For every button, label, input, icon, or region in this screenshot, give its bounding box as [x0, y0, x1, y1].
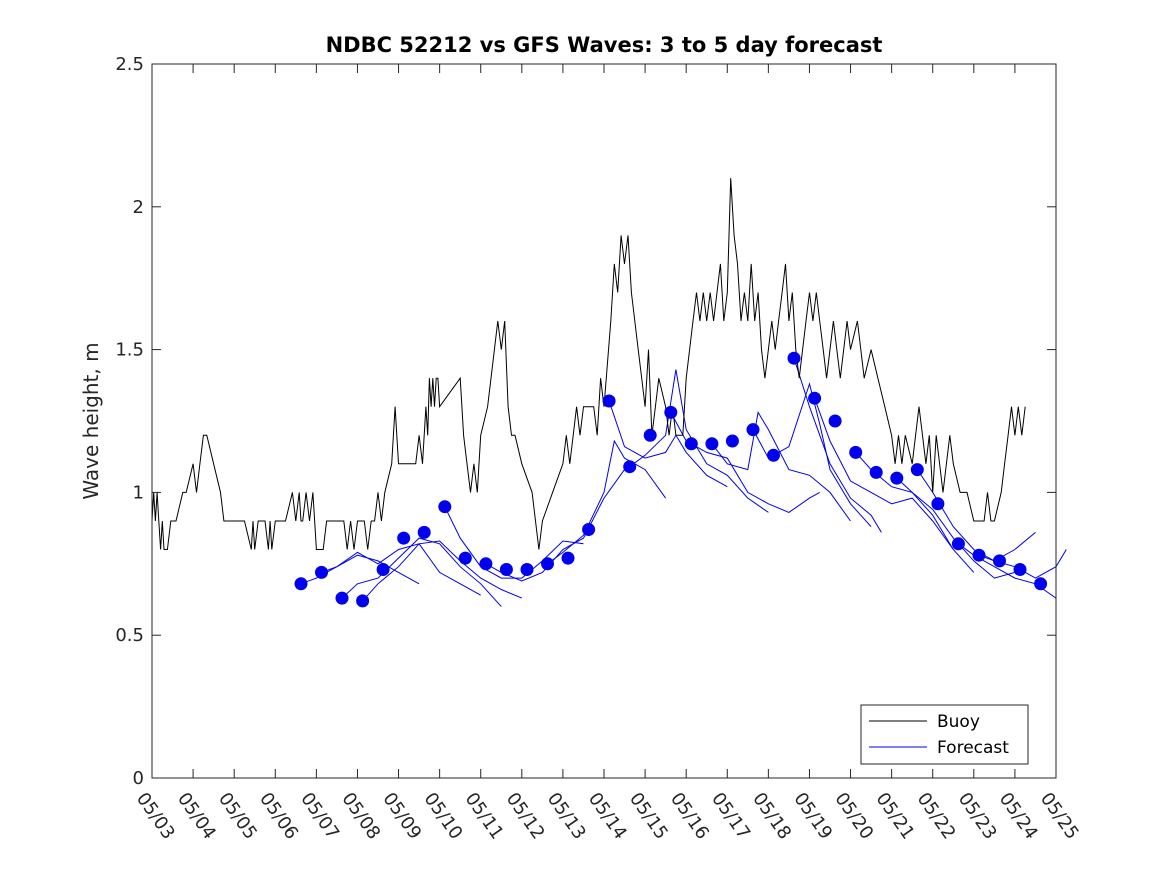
- forecast-marker: [294, 577, 308, 591]
- y-tick-label: 0: [133, 768, 144, 789]
- forecast-run-line: [547, 439, 667, 565]
- forecast-run-line: [321, 543, 481, 596]
- forecast-marker: [1034, 577, 1048, 591]
- forecast-run-line: [814, 398, 954, 550]
- forecast-marker: [849, 445, 863, 459]
- forecast-run-line: [793, 358, 882, 533]
- forecast-marker: [890, 471, 904, 485]
- buoy-line: [151, 178, 1026, 550]
- forecast-marker: [664, 405, 678, 419]
- forecast-marker: [602, 394, 616, 408]
- y-tick-label: 2: [133, 197, 144, 218]
- forecast-marker: [972, 548, 986, 562]
- forecast-marker: [725, 434, 739, 448]
- forecast-marker: [438, 500, 452, 514]
- forecast-marker: [499, 563, 513, 576]
- forecast-marker: [931, 497, 945, 511]
- y-tick-label: 1: [133, 482, 144, 503]
- forecast-run-line: [300, 554, 420, 585]
- forecast-run-line: [341, 537, 502, 607]
- legend-box: [860, 704, 1029, 765]
- legend-forecast-label: Forecast: [937, 738, 1009, 758]
- forecast-marker: [356, 594, 370, 608]
- forecast-marker: [767, 448, 780, 462]
- y-tick-label: 0.5: [115, 625, 144, 646]
- legend: Buoy Forecast: [860, 704, 1029, 765]
- forecast-marker: [951, 537, 965, 551]
- y-tick-label: 1.5: [115, 340, 144, 361]
- forecast-marker: [787, 351, 801, 365]
- forecast-run-line: [896, 477, 1016, 579]
- legend-buoy-label: Buoy: [937, 712, 980, 732]
- forecast-marker: [561, 551, 575, 565]
- forecast-marker: [397, 531, 411, 545]
- forecast-marker: [458, 551, 472, 565]
- forecast-marker: [541, 557, 554, 571]
- forecast-run-line: [629, 369, 769, 513]
- chart-title: NDBC 52212 vs GFS Waves: 3 to 5 day fore…: [326, 33, 883, 57]
- forecast-marker: [1013, 563, 1027, 576]
- forecast-marker: [746, 423, 760, 437]
- forecast-marker: [376, 563, 390, 576]
- forecast-run-line: [362, 540, 522, 602]
- plot-series: [151, 178, 1067, 608]
- y-axis-label: Wave height, m: [79, 342, 103, 499]
- forecast-run-line: [444, 506, 584, 579]
- forecast-marker: [479, 557, 493, 571]
- forecast-run-line: [608, 400, 728, 488]
- forecast-marker: [993, 554, 1006, 568]
- forecast-marker: [335, 591, 349, 605]
- forecast-marker: [643, 428, 657, 442]
- forecast-marker: [582, 523, 596, 536]
- y-tick-label: 2.5: [115, 54, 144, 75]
- forecast-marker: [705, 437, 719, 451]
- forecast-marker: [808, 391, 822, 405]
- forecast-marker: [869, 465, 883, 479]
- forecast-marker: [417, 525, 431, 539]
- forecast-marker: [315, 565, 328, 579]
- forecast-marker: [910, 463, 924, 477]
- forecast-marker: [828, 414, 842, 428]
- forecast-marker: [684, 437, 698, 451]
- forecast-marker: [520, 563, 534, 576]
- forecast-run-line: [711, 410, 851, 522]
- forecast-marker: [623, 460, 637, 474]
